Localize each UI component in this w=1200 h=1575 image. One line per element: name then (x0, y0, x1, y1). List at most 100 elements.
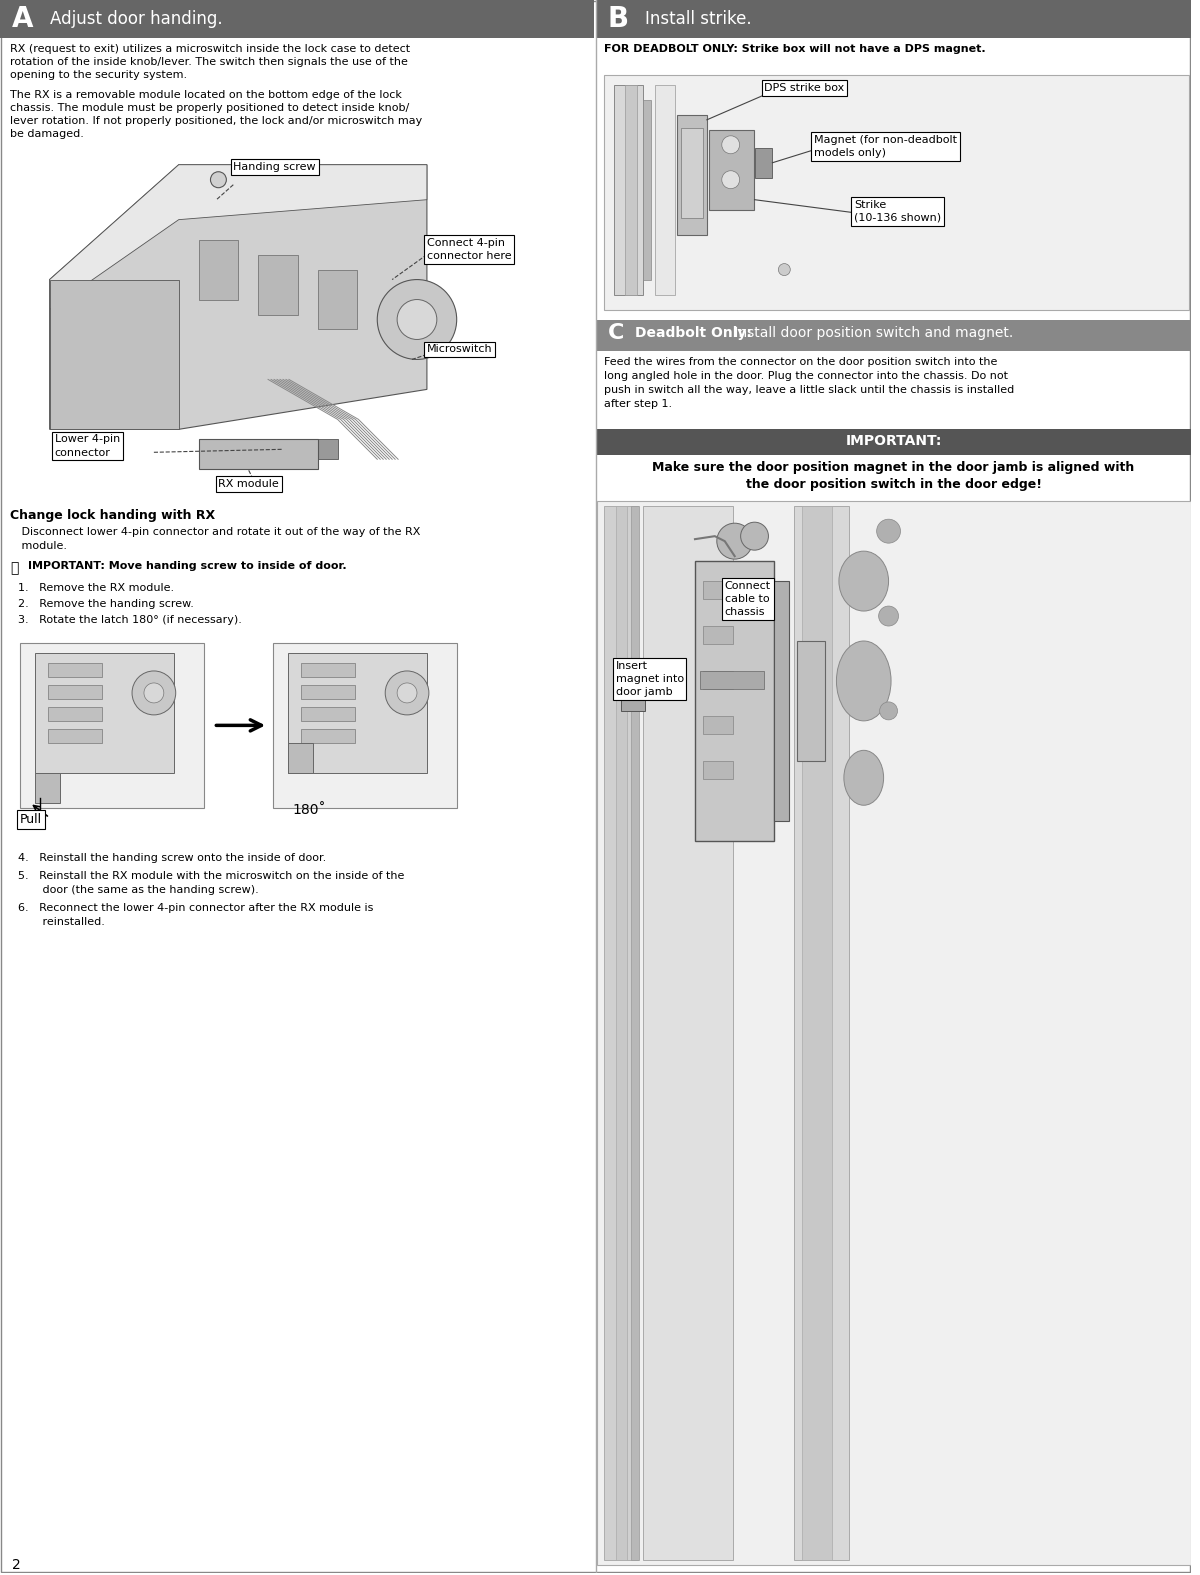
Text: Connect 4-pin
connector here: Connect 4-pin connector here (427, 238, 511, 261)
Bar (198, 239, 239, 299)
Bar (625, 85, 637, 295)
Bar (703, 671, 733, 688)
Text: 5.   Reinstall the RX module with the microswitch on the inside of the
       do: 5. Reinstall the RX module with the micr… (18, 871, 404, 895)
Bar (631, 506, 640, 1559)
Bar (10, 159, 586, 479)
Text: 2: 2 (12, 1558, 20, 1572)
Text: Pull: Pull (20, 813, 42, 825)
Bar (695, 561, 774, 841)
Text: Strike
(10-136 shown): Strike (10-136 shown) (854, 200, 941, 224)
Text: Insert
magnet into
door jamb: Insert magnet into door jamb (616, 662, 684, 698)
Bar (655, 85, 676, 295)
Text: Connect
cable to
chassis: Connect cable to chassis (725, 581, 770, 617)
Text: Lower 4-pin
connector: Lower 4-pin connector (55, 435, 120, 457)
Text: 3.   Rotate the latch 180° (if necessary).: 3. Rotate the latch 180° (if necessary). (18, 616, 241, 625)
Circle shape (377, 280, 457, 359)
Bar (301, 729, 355, 743)
Bar (774, 581, 790, 821)
Text: Handing screw: Handing screw (233, 162, 316, 172)
Circle shape (880, 702, 898, 720)
Circle shape (721, 135, 739, 154)
Bar (613, 85, 643, 295)
Bar (20, 643, 204, 808)
Text: Install strike.: Install strike. (646, 9, 752, 28)
Bar (258, 255, 298, 315)
Text: B: B (607, 5, 629, 33)
Text: Deadbolt Only:: Deadbolt Only: (636, 326, 752, 340)
Bar (700, 671, 764, 688)
Bar (35, 654, 174, 773)
Bar (0, 0, 594, 38)
Text: 180˚: 180˚ (293, 803, 326, 817)
Text: The RX is a removable module located on the bottom edge of the lock
chassis. The: The RX is a removable module located on … (10, 90, 422, 140)
Bar (301, 707, 355, 721)
Bar (288, 654, 427, 773)
Text: 2.   Remove the handing screw.: 2. Remove the handing screw. (18, 598, 193, 610)
Bar (35, 773, 60, 803)
Bar (48, 729, 102, 743)
Text: IMPORTANT:: IMPORTANT: (845, 435, 942, 449)
Bar (48, 707, 102, 721)
Text: A: A (12, 5, 34, 33)
Text: Magnet (for non-deadbolt
models only): Magnet (for non-deadbolt models only) (814, 135, 958, 158)
Bar (643, 506, 733, 1559)
Circle shape (779, 263, 791, 276)
Circle shape (397, 299, 437, 340)
Circle shape (397, 684, 416, 702)
Ellipse shape (844, 750, 883, 805)
Circle shape (878, 606, 899, 625)
Bar (643, 99, 652, 280)
Text: IMPORTANT: Move handing screw to inside of door.: IMPORTANT: Move handing screw to inside … (28, 561, 347, 572)
Bar (703, 581, 733, 598)
Bar (794, 506, 848, 1559)
Text: ⓘ: ⓘ (10, 561, 18, 575)
Bar (48, 685, 102, 699)
Polygon shape (49, 165, 427, 430)
Bar (682, 128, 703, 217)
Circle shape (144, 684, 164, 702)
Bar (596, 501, 1192, 1564)
Text: Make sure the door position magnet in the door jamb is aligned with
the door pos: Make sure the door position magnet in th… (653, 461, 1135, 491)
Bar (596, 320, 1192, 351)
Text: C: C (607, 323, 624, 343)
Text: Microswitch: Microswitch (427, 345, 492, 354)
Bar (616, 506, 628, 1559)
Text: 1.   Remove the RX module.: 1. Remove the RX module. (18, 583, 174, 594)
Polygon shape (49, 280, 179, 430)
Bar (802, 506, 832, 1559)
Text: 6.   Reconnect the lower 4-pin connector after the RX module is
       reinstall: 6. Reconnect the lower 4-pin connector a… (18, 902, 373, 926)
Text: RX (request to exit) utilizes a microswitch inside the lock case to detect
rotat: RX (request to exit) utilizes a microswi… (10, 44, 410, 80)
Text: FOR DEADBOLT ONLY: Strike box will not have a DPS magnet.: FOR DEADBOLT ONLY: Strike box will not h… (604, 44, 985, 54)
Text: Feed the wires from the connector on the door position switch into the
long angl: Feed the wires from the connector on the… (604, 358, 1014, 410)
Circle shape (132, 671, 175, 715)
Circle shape (740, 523, 768, 550)
Bar (709, 129, 754, 209)
Text: Disconnect lower 4-pin connector and rotate it out of the way of the RX
 module.: Disconnect lower 4-pin connector and rot… (18, 528, 420, 551)
Circle shape (385, 671, 428, 715)
Ellipse shape (836, 641, 892, 721)
Circle shape (716, 523, 752, 559)
Bar (288, 743, 313, 773)
Text: Adjust door handing.: Adjust door handing. (49, 9, 222, 28)
Circle shape (721, 170, 739, 189)
Ellipse shape (839, 551, 888, 611)
Text: 4.   Reinstall the handing screw onto the inside of door.: 4. Reinstall the handing screw onto the … (18, 852, 326, 863)
Bar (301, 685, 355, 699)
Bar (198, 439, 318, 469)
Text: DPS strike box: DPS strike box (764, 83, 845, 93)
Bar (677, 115, 707, 235)
Bar (703, 717, 733, 734)
Bar (703, 625, 733, 644)
Text: Install door position switch and magnet.: Install door position switch and magnet. (730, 326, 1013, 340)
Bar (620, 680, 646, 710)
Text: RX module: RX module (218, 479, 280, 490)
Bar (301, 663, 355, 677)
Bar (797, 641, 826, 761)
Bar (604, 506, 638, 1559)
Bar (596, 0, 1192, 38)
Bar (48, 663, 102, 677)
Bar (755, 148, 773, 178)
Bar (274, 643, 457, 808)
Circle shape (877, 520, 900, 543)
Bar (604, 76, 1189, 310)
